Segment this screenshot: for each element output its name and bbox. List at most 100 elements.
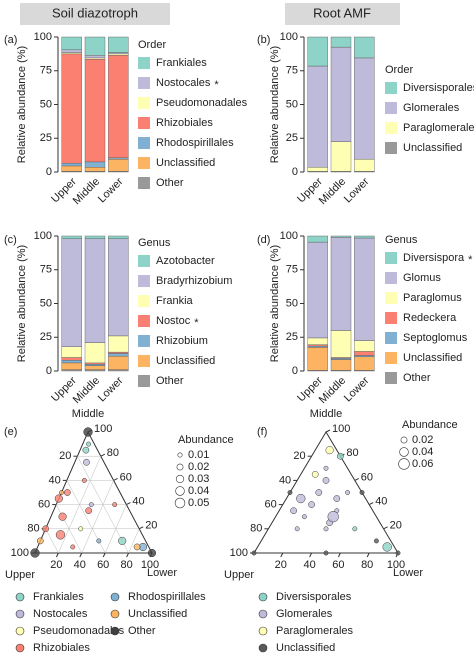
tick-label: 80: [346, 447, 358, 459]
x-tick-label: Middle: [71, 176, 102, 207]
panel-label: (c): [4, 234, 17, 246]
grid-line: [81, 480, 114, 554]
legend-swatch: [385, 252, 397, 264]
bar-segment: [61, 369, 82, 372]
y-tick-label: 75: [40, 264, 52, 276]
tick-label: 80: [27, 523, 39, 535]
legend-swatch: [385, 352, 397, 364]
legend-label: Frankiales: [33, 591, 84, 603]
bar-segment: [307, 167, 328, 172]
y-tick-label: 0: [46, 365, 52, 377]
bar-segment: [61, 53, 82, 164]
tick-label: 20: [59, 450, 71, 462]
legend-swatch: [138, 57, 150, 69]
bar-segment: [84, 55, 106, 59]
legend-label: Redeckera: [403, 312, 457, 324]
x-tick-label: Lower: [342, 175, 372, 205]
point: [323, 526, 329, 532]
legend-label: Unclassified: [276, 642, 335, 654]
tick-label: 100: [11, 547, 29, 559]
point: [294, 526, 300, 532]
bar-segment: [307, 235, 328, 243]
bar-segment: [61, 36, 82, 51]
legend-swatch: [385, 272, 397, 284]
bar-segment: [354, 57, 375, 160]
legend-label: Other: [403, 372, 431, 384]
legend-label: Unclassified: [156, 157, 215, 169]
bar-segment: [84, 362, 106, 365]
size-legend-circle: [175, 486, 185, 496]
bar-segment: [354, 356, 375, 371]
tick: [309, 552, 313, 558]
legend-label: Azotobacter: [156, 255, 215, 267]
y-tick-label: 75: [40, 65, 52, 77]
vertex-label: Upper: [224, 569, 254, 581]
legend-swatch: [138, 335, 150, 347]
x-tick-label: Lower: [96, 374, 126, 404]
vertex-label: Upper: [5, 569, 35, 581]
size-legend-circle: [400, 436, 408, 444]
bar-segment: [354, 235, 375, 239]
size-legend-label: 0.05: [188, 497, 209, 509]
y-tick-label: 25: [286, 331, 298, 343]
point: [382, 542, 392, 552]
point: [70, 544, 76, 550]
point: [118, 536, 127, 545]
legend-label: Rhizobiales: [156, 117, 213, 129]
point: [42, 525, 49, 533]
legend-swatch: [138, 157, 150, 169]
legend-swatch: [385, 332, 397, 344]
column-title: Soil diazotroph: [52, 5, 138, 20]
point: [58, 512, 67, 521]
point: [287, 490, 293, 495]
legend-swatch: [138, 275, 150, 287]
tick-label: 100: [332, 423, 350, 435]
size-legend-title: Abundance: [402, 419, 458, 431]
bar-segment: [84, 238, 106, 343]
point: [112, 502, 118, 508]
legend-label: Frankiales: [156, 57, 207, 69]
legend-label: Paraglomerales: [276, 625, 354, 637]
legend-swatch: [258, 643, 268, 653]
bar-segment: [61, 360, 82, 364]
legend-swatch: [138, 177, 150, 189]
tick-label: 80: [120, 559, 132, 571]
bar-segment: [108, 369, 129, 372]
vertex-label: Lower: [393, 567, 423, 579]
tick: [368, 502, 374, 506]
tick-label: 40: [74, 559, 86, 571]
legend-mark: *: [468, 254, 473, 266]
bar-segment: [108, 158, 129, 172]
y-tick-label: 0: [292, 365, 298, 377]
bar-segment: [354, 158, 375, 172]
size-legend-circle: [175, 474, 185, 484]
y-tick-label: 25: [40, 132, 52, 144]
legend-swatch: [110, 626, 120, 636]
tick-label: 100: [387, 559, 405, 571]
tick: [55, 552, 59, 558]
point: [315, 489, 323, 496]
point: [251, 550, 257, 556]
legend-label: Frankia: [156, 295, 194, 307]
legend-title: Genus: [385, 234, 418, 246]
tick-label: 60: [361, 471, 373, 483]
bar-segment: [330, 46, 352, 142]
size-legend-title: Abundance: [178, 434, 234, 446]
point: [82, 446, 90, 454]
legend-swatch: [385, 372, 397, 384]
bar-segment: [330, 330, 352, 358]
ternary-frame: [34, 430, 153, 554]
point: [296, 493, 306, 504]
point: [323, 465, 329, 471]
point: [36, 537, 44, 545]
bar-segment: [108, 53, 129, 56]
tick-label: 20: [275, 559, 287, 571]
bar-segment: [108, 52, 129, 55]
bar-segment: [61, 52, 82, 55]
x-tick-label: Middle: [317, 176, 348, 207]
vertex-label: Middle: [72, 408, 104, 420]
point: [78, 526, 84, 532]
tick-label: 100: [230, 547, 248, 559]
size-legend-label: 0.03: [188, 473, 209, 485]
tick-label: 60: [38, 499, 50, 511]
